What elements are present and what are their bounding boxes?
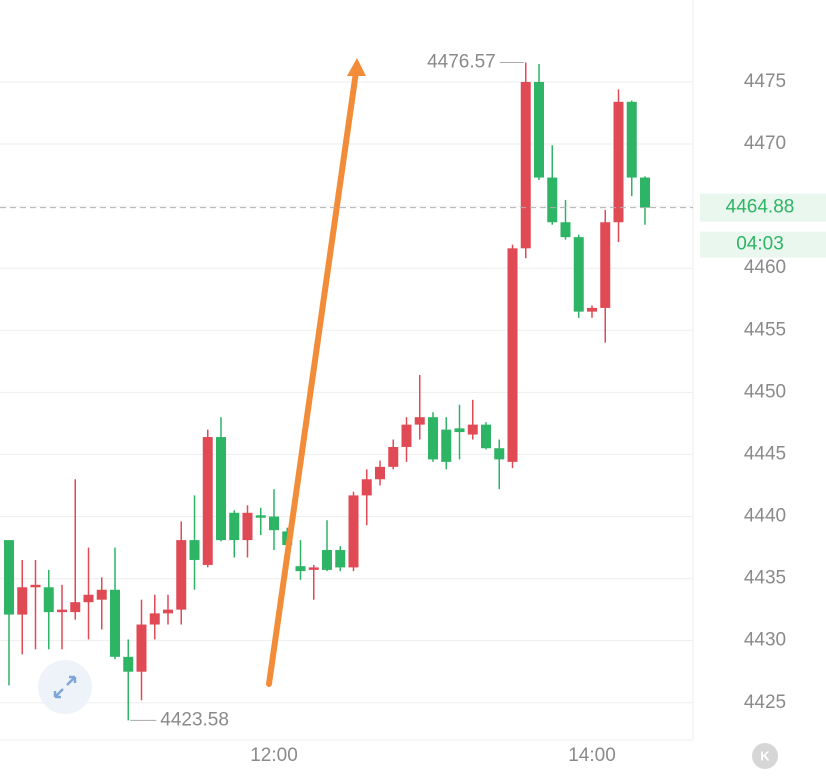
candle-body [83, 594, 94, 603]
y-tick-label: 4470 [744, 133, 786, 154]
candles [4, 62, 650, 721]
arrow-head [347, 58, 366, 76]
expand-button[interactable] [38, 660, 92, 714]
y-tick-label: 4445 [744, 443, 786, 464]
candle-body [70, 602, 81, 613]
candle-body [216, 437, 226, 541]
expand-icon [53, 675, 77, 699]
candle-body [189, 540, 200, 560]
candle-body [242, 512, 253, 541]
candle-body [176, 540, 187, 610]
y-tick-label: 4455 [744, 319, 786, 340]
y-tick-label: 4425 [744, 692, 786, 713]
candle-body [335, 550, 346, 568]
candle-body [587, 307, 597, 312]
corner-button[interactable] [752, 743, 778, 769]
candle-body [149, 613, 160, 625]
x-tick-label: 12:00 [250, 745, 298, 766]
last-price-box [700, 193, 826, 222]
candle-body [600, 222, 611, 308]
candle-body [454, 428, 465, 433]
max-label: 4476.57 [427, 51, 496, 72]
candle-body [494, 448, 505, 460]
candle-body [163, 609, 173, 614]
candle-body [136, 624, 147, 672]
candle-body [255, 515, 266, 518]
x-tick-label: 14:00 [568, 745, 616, 766]
candle-body [348, 495, 359, 568]
candle-body [481, 424, 491, 449]
candle-body [507, 248, 518, 462]
candle-body [269, 516, 279, 531]
candle-body [388, 446, 399, 467]
candle-body [4, 540, 14, 615]
y-tick-label: 4430 [744, 630, 786, 651]
y-tick-label: 4435 [744, 568, 786, 589]
candle-body [520, 81, 531, 249]
candle-body [295, 566, 306, 572]
corner-button-label: K [760, 748, 770, 763]
candle-body [640, 177, 650, 208]
countdown-box [700, 231, 826, 258]
y-tick-label: 4475 [744, 71, 786, 92]
candle-body [573, 237, 584, 312]
candle-body [626, 101, 637, 178]
last-price-label: 4464.88 [726, 197, 795, 218]
candle-body [534, 81, 544, 178]
candle-body [613, 101, 624, 223]
candle-body [229, 512, 240, 541]
candle-body [43, 587, 54, 613]
candle-body [560, 222, 571, 238]
min-label: 4423.58 [160, 709, 229, 730]
y-tick-label: 4450 [744, 381, 786, 402]
candle-body [308, 567, 319, 570]
candle-body [96, 589, 107, 600]
candle-body [401, 424, 412, 447]
candle-body [57, 609, 67, 613]
grid [0, 81, 693, 704]
candle-body [322, 550, 332, 570]
candle-body [110, 589, 120, 657]
candle-body [17, 587, 28, 615]
candle-body [547, 177, 558, 223]
candle-body [467, 424, 478, 435]
candle-body [428, 417, 438, 460]
candle-body [202, 437, 213, 565]
y-tick-label: 4460 [744, 257, 786, 278]
y-tick-label: 4440 [744, 506, 786, 527]
candle-body [441, 429, 452, 462]
candle-body [375, 466, 385, 480]
candle-body [123, 656, 134, 672]
candle-body [30, 584, 41, 588]
countdown-label: 04:03 [736, 234, 784, 255]
candle-body [414, 417, 425, 425]
trend-arrow [266, 69, 359, 687]
candle-body [361, 479, 372, 496]
